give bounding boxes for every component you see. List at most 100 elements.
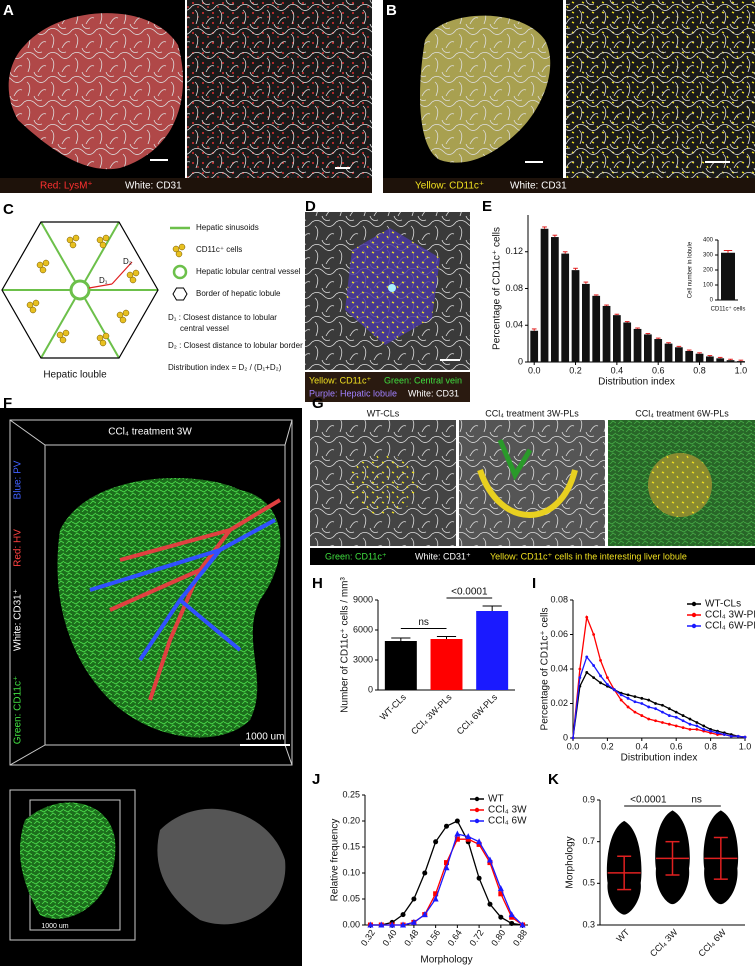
bar xyxy=(674,347,683,362)
y-tick-label: 0.20 xyxy=(342,815,360,825)
marker xyxy=(465,833,472,840)
marker xyxy=(486,856,493,863)
marker xyxy=(681,714,685,717)
annotation: <0.0001 xyxy=(451,587,488,598)
line xyxy=(572,671,746,739)
marker xyxy=(592,633,596,636)
y-axis-label: Morphology xyxy=(565,836,576,888)
bar xyxy=(705,356,714,362)
marker xyxy=(400,921,407,928)
definition: D₂ : Closest distance to lobular border xyxy=(168,341,303,350)
panel-label: B xyxy=(386,2,397,19)
marker xyxy=(498,891,504,897)
x-tick-label: 0.4 xyxy=(636,741,649,751)
panel-label: C xyxy=(3,201,14,218)
marker xyxy=(367,921,374,928)
marker xyxy=(476,841,482,847)
marker xyxy=(509,914,515,920)
x-tick-label: 0.32 xyxy=(359,928,377,948)
bar xyxy=(430,639,463,690)
marker xyxy=(736,734,740,738)
caption: Purple: Hepatic lobule xyxy=(309,388,397,398)
marker xyxy=(640,696,644,700)
panel-label: J xyxy=(312,771,320,788)
legend-text: Hepatic lobular central vessel xyxy=(196,267,301,276)
legend-label: WT xyxy=(488,794,504,805)
x-tick-label: 1.0 xyxy=(735,365,748,375)
legend-swatch xyxy=(691,601,697,607)
marker xyxy=(674,710,678,714)
marker xyxy=(578,676,582,680)
y-tick-label: 300 xyxy=(703,253,714,259)
image-liver xyxy=(20,802,116,919)
marker xyxy=(633,710,637,714)
bar xyxy=(602,305,611,362)
y-tick-label: 0.7 xyxy=(582,836,595,846)
bar xyxy=(592,295,601,362)
bar xyxy=(726,360,735,362)
bar xyxy=(654,339,663,362)
marker xyxy=(465,836,471,842)
image-row xyxy=(310,420,755,546)
line xyxy=(370,838,523,926)
line xyxy=(370,820,523,926)
legend-swatch xyxy=(474,818,480,824)
image-texture xyxy=(566,0,755,178)
bar xyxy=(581,283,590,362)
x-tick-label: CCl₄ 6W xyxy=(696,927,728,959)
y-tick-label: 0.25 xyxy=(342,789,360,799)
bar xyxy=(550,237,559,362)
marker xyxy=(400,912,406,918)
bar xyxy=(540,228,549,362)
x-tick-label: 0.88 xyxy=(511,928,529,948)
y-tick-label: 0 xyxy=(710,298,714,304)
y-tick-label: 0.08 xyxy=(550,594,568,604)
marker xyxy=(661,721,664,724)
marker xyxy=(454,836,460,842)
x-tick-label: 0.0 xyxy=(528,365,541,375)
caption: Green: Central vein xyxy=(384,375,462,385)
image-title: CCl₄ treatment 6W-PLs xyxy=(635,408,729,418)
definition: D₁ : Closest distance to lobular xyxy=(168,313,277,322)
marker xyxy=(433,839,439,845)
marker xyxy=(709,729,712,733)
marker xyxy=(509,920,515,926)
y-tick-label: 100 xyxy=(703,283,714,289)
annotation: ns xyxy=(418,617,429,628)
x-tick-label: 0.64 xyxy=(446,928,464,948)
x-tick-label: 0.6 xyxy=(670,741,683,751)
y-tick-label: 0.04 xyxy=(505,320,523,330)
marker xyxy=(592,664,596,667)
annotation: <0.0001 xyxy=(630,795,667,806)
marker xyxy=(633,700,637,704)
y-tick-label: 0.05 xyxy=(342,893,360,903)
x-tick-label: 0.40 xyxy=(381,928,399,948)
legend-label: CCl₄ 3W-PLs xyxy=(705,610,755,621)
formula: Distribution index = D₂ / (D₁+D₂) xyxy=(168,363,282,372)
line xyxy=(370,833,524,926)
legend-text: Hepatic sinusoids xyxy=(196,223,259,232)
x-tick-label: WT-CLs xyxy=(378,692,408,722)
x-tick-label: 1.0 xyxy=(739,741,752,751)
y-tick-label: 0.08 xyxy=(505,283,523,293)
marker xyxy=(681,726,685,730)
marker xyxy=(729,734,733,738)
bar xyxy=(685,350,694,362)
marker xyxy=(599,658,602,662)
image-title: CCl₄ treatment 3W-PLs xyxy=(485,408,579,418)
x-tick-label: CCl₄ 3W-PLs xyxy=(409,692,454,737)
scale-label: 1000 um xyxy=(41,923,68,930)
legend-swatch xyxy=(474,807,480,813)
marker xyxy=(743,735,747,739)
marker xyxy=(626,696,630,700)
marker xyxy=(498,914,504,920)
channel-label: Blue: PV xyxy=(13,460,24,499)
marker xyxy=(640,702,644,705)
y-axis-label: Relative frequency xyxy=(330,819,341,902)
d2-label: D₂ xyxy=(123,257,132,266)
legend-label: CCl₄ 6W xyxy=(488,816,527,827)
marker xyxy=(508,911,515,918)
marker xyxy=(411,896,417,902)
legend-label: CCl₄ 6W-PLs xyxy=(705,621,755,632)
y-tick-label: 6000 xyxy=(353,624,373,634)
